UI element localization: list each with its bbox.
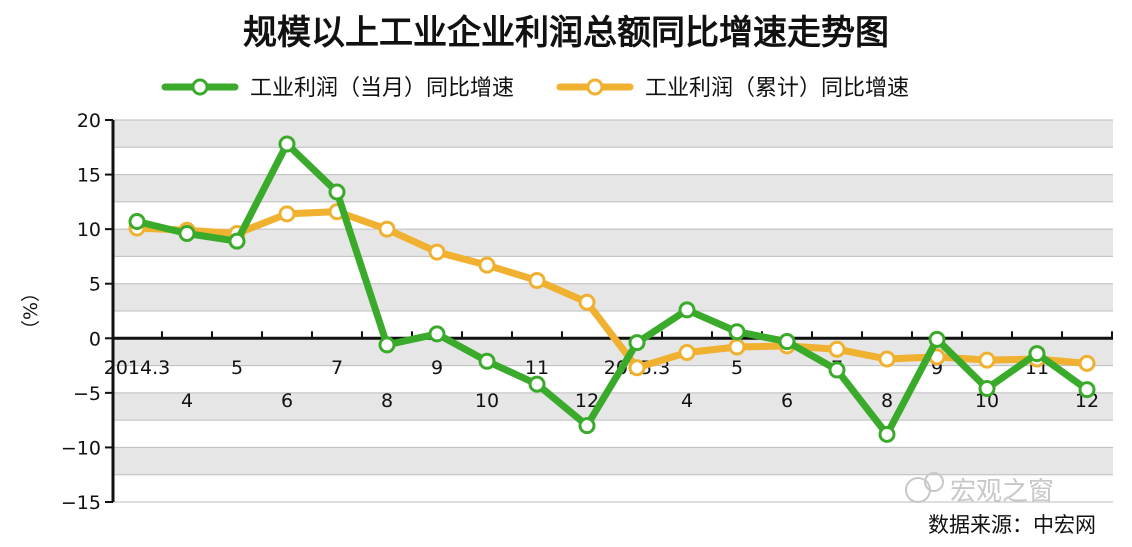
data-point [378,220,396,238]
x-tick-label: 6 [281,390,293,412]
data-point [928,330,946,348]
y-tick-label: −15 [61,492,101,514]
x-tick-label: 5 [731,357,743,379]
y-tick-label: 10 [77,219,101,241]
data-point [528,271,546,289]
data-point [478,352,496,370]
data-point [578,293,596,311]
data-point [728,323,746,341]
legend-label: 工业利润（当月）同比增速 [250,76,514,101]
data-point [678,301,696,319]
data-point [1078,381,1096,399]
data-point [478,256,496,274]
data-point [178,225,196,243]
data-point [828,340,846,358]
grid-band [113,174,1113,202]
data-point [578,417,596,435]
y-tick-labels: 20 15 10 5 0 −5 −10 −15 [61,110,101,514]
data-point [1028,345,1046,363]
legend: 工业利润（当月）同比增速 工业利润（累计）同比增速 [161,76,909,101]
data-point [778,333,796,351]
data-point [428,325,446,343]
y-tick-label: −5 [73,383,101,405]
data-point [978,379,996,397]
data-point [878,350,896,368]
data-point [978,351,996,369]
data-point [678,343,696,361]
watermark-text: 宏观之窗 [950,477,1054,507]
y-tick-label: 0 [89,328,101,350]
data-point [878,425,896,443]
data-point [828,361,846,379]
legend-swatch-marker [586,78,604,96]
x-tick-label: 10 [475,390,499,412]
x-tick-label: 12 [575,390,599,412]
legend-swatch-marker [191,78,209,96]
watermark-wechat-icon-small [924,472,944,492]
grid-band [113,392,1113,421]
x-tick-label: 4 [681,390,693,412]
data-point [728,338,746,356]
gridlines [113,119,1113,503]
legend-label: 工业利润（累计）同比增速 [645,76,909,101]
watermark: 宏观之窗 [905,472,1054,507]
data-point [628,359,646,377]
series-1 [128,135,1096,443]
x-tick-label: 2014.3 [104,357,170,379]
series-layer [128,135,1096,443]
series-line [133,140,1091,438]
y-tick-label: 5 [89,274,101,296]
x-tick-label: 7 [331,357,343,379]
legend-item: 工业利润（当月）同比增速 [161,76,514,101]
source-text: 数据来源：中宏网 [928,513,1096,537]
x-tick-label: 10 [975,390,999,412]
grid-band [113,447,1113,475]
x-tick-label: 8 [381,390,393,412]
y-tick-label: 20 [77,110,101,132]
data-point [278,135,296,153]
data-point [1078,354,1096,372]
x-tick-label: 6 [781,390,793,412]
x-tick-label: 11 [525,357,549,379]
x-tick-label: 9 [431,357,443,379]
grid-band [113,229,1113,257]
x-tick-label: 8 [881,390,893,412]
grid-band [113,120,1113,148]
data-point [228,232,246,250]
data-point [278,205,296,223]
chart-title: 规模以上工业企业利润总额同比增速走势图 [243,13,889,53]
data-point [428,243,446,261]
x-tick-label: 5 [231,357,243,379]
data-point [328,183,346,201]
y-tick-label: −10 [61,437,101,459]
data-point [628,334,646,352]
data-point [128,213,146,231]
data-point [528,375,546,393]
x-tick-label: 4 [181,390,193,412]
legend-item: 工业利润（累计）同比增速 [556,76,909,101]
data-point [378,336,396,354]
y-axis-unit-label: （%） [20,283,42,339]
y-tick-label: 15 [77,165,101,187]
grid-band [113,283,1113,311]
